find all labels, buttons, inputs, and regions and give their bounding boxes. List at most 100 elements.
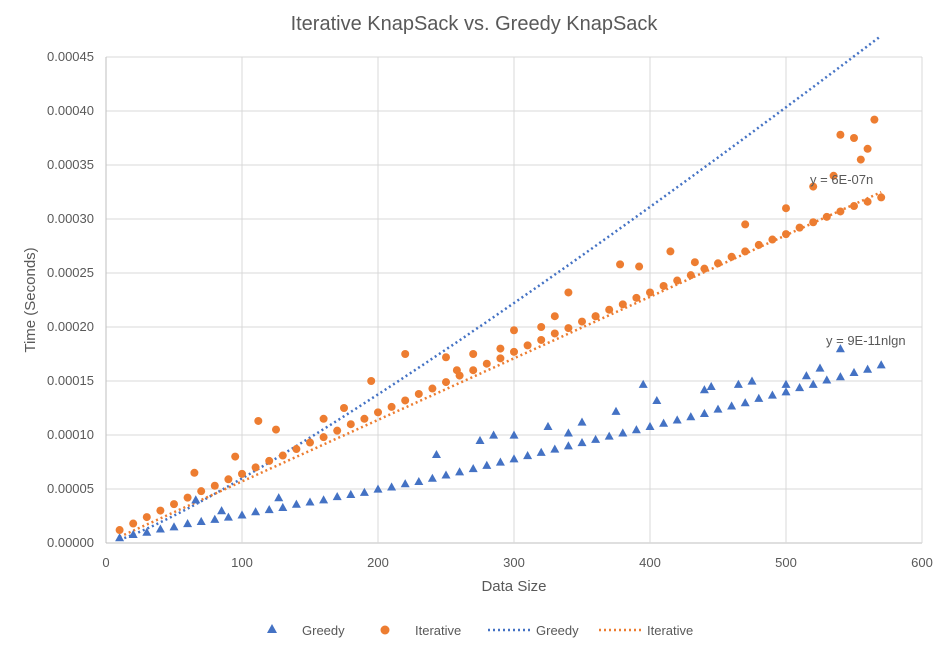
greedy-point (563, 441, 573, 450)
iterative-point (850, 202, 858, 211)
trendlines (119, 34, 882, 541)
greedy-point (699, 408, 709, 417)
greedy-point (835, 372, 845, 381)
iterative-point (469, 366, 478, 375)
y-tick-label: 0.00010 (47, 427, 94, 442)
iterative-point (700, 264, 709, 273)
greedy-point (638, 379, 648, 388)
greedy-point (128, 529, 138, 538)
iterative-point (782, 204, 790, 213)
iterative-point (863, 144, 872, 153)
greedy-point (155, 524, 165, 533)
iterative-point (210, 481, 219, 490)
greedy-point (767, 390, 777, 399)
iterative-point (822, 212, 831, 221)
iterative-point (809, 182, 818, 191)
greedy-point (543, 421, 553, 430)
greedy-point (727, 401, 737, 410)
iterative-point (646, 288, 654, 297)
iterative-point (877, 193, 886, 202)
greedy-point (652, 395, 662, 405)
iterative-point (333, 426, 342, 435)
iterative-point (510, 347, 518, 356)
x-tick-label: 500 (775, 555, 797, 570)
y-tick-label: 0.00045 (47, 49, 94, 64)
x-axis-ticks: 0 100 200 300 400 500 600 (102, 555, 932, 570)
iterative-point (537, 335, 546, 344)
iterative-point (690, 258, 699, 267)
greedy-point (563, 428, 573, 437)
iterative-point (537, 323, 546, 331)
iterative-point (591, 312, 600, 321)
legend-label: Iterative (415, 623, 461, 638)
x-tick-label: 100 (231, 555, 253, 570)
iterative-point (251, 463, 260, 472)
iterative-point (829, 171, 838, 180)
greedy-point (611, 406, 621, 415)
greedy-point (577, 417, 587, 426)
iterative-point (523, 341, 532, 350)
iterative-point (401, 350, 410, 358)
iterative-point (809, 218, 818, 227)
greedy-point (373, 484, 383, 493)
greedy-point (713, 404, 723, 413)
x-tick-label: 400 (639, 555, 661, 570)
greedy-point (196, 516, 206, 525)
iterative-point (401, 396, 410, 405)
x-tick-label: 200 (367, 555, 389, 570)
x-tick-label: 0 (102, 555, 109, 570)
greedy-point (523, 451, 533, 460)
iterative-point (741, 247, 750, 256)
y-tick-label: 0.00035 (47, 157, 94, 172)
iterative-point (727, 252, 736, 261)
grid-lines (105, 56, 923, 544)
iterative-point (564, 324, 573, 333)
iterative-point (346, 420, 355, 429)
iterative-point (510, 326, 518, 335)
greedy-point (659, 418, 669, 427)
iterative-point (197, 487, 206, 496)
iterative-point (550, 312, 559, 321)
greedy-point (115, 533, 125, 542)
greedy-point (795, 382, 805, 392)
iterative-point (265, 456, 274, 465)
legend-marker-circle (380, 625, 390, 635)
greedy-point (359, 487, 369, 496)
greedy-point (217, 506, 227, 515)
greedy-point (591, 434, 601, 443)
iterative-point (659, 281, 668, 290)
iterative-point (238, 469, 246, 478)
greedy-point (509, 430, 519, 439)
iterative-point (496, 344, 505, 353)
trendline-label-iterative: y = 6E-07n (810, 172, 873, 187)
greedy-point (183, 519, 193, 528)
iterative-point (360, 414, 369, 423)
iterative-point (183, 493, 192, 502)
greedy-point (733, 379, 743, 388)
iterative-point (129, 519, 138, 528)
greedy-point (706, 381, 716, 390)
iterative-point (605, 305, 614, 314)
greedy-point (489, 430, 499, 439)
iterative-point (319, 414, 328, 423)
iterative-point (550, 329, 559, 338)
iterative-point (469, 350, 478, 358)
greedy-point (618, 428, 628, 437)
iterative-point (616, 260, 625, 269)
iterative-point (170, 500, 178, 509)
greedy-point (781, 387, 791, 396)
greedy-point (686, 412, 696, 421)
iterative-point (442, 378, 450, 387)
greedy-point (475, 435, 485, 444)
greedy-point (740, 398, 750, 407)
iterative-point (635, 262, 644, 271)
greedy-point (264, 505, 274, 514)
iterative-point (666, 247, 675, 256)
iterative-point (870, 115, 879, 124)
greedy-point (876, 360, 886, 369)
greedy-point (645, 421, 655, 430)
greedy-point (747, 376, 757, 385)
iterative-point (231, 452, 240, 461)
iterative-point (863, 197, 872, 206)
